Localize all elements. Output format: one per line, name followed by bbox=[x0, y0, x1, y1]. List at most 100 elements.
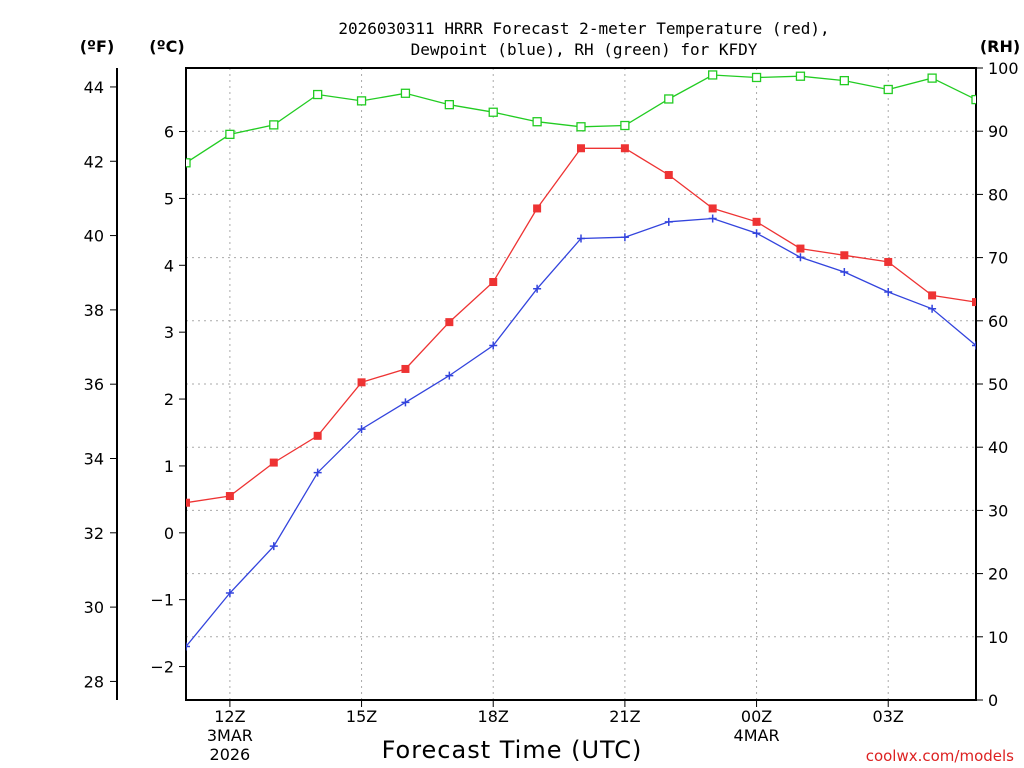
temperature-point bbox=[533, 204, 542, 213]
rh-tick-label: 60 bbox=[988, 312, 1008, 331]
fahrenheit-tick-label: 30 bbox=[84, 598, 104, 617]
rh-point bbox=[400, 88, 411, 98]
celsius-tick-label: 1 bbox=[164, 457, 174, 476]
rh-unit-label: (RH) bbox=[980, 37, 1020, 56]
rh-point bbox=[664, 94, 674, 104]
temperature-point bbox=[445, 318, 454, 327]
rh-tick-label: 100 bbox=[988, 59, 1019, 78]
x-axis-title: Forecast Time (UTC) bbox=[382, 736, 643, 764]
rh-point bbox=[751, 72, 762, 83]
temperature-point bbox=[489, 278, 498, 287]
temperature-point bbox=[225, 492, 234, 501]
rh-tick-label: 50 bbox=[988, 375, 1008, 394]
rh-point bbox=[971, 94, 976, 105]
fahrenheit-tick-label: 40 bbox=[84, 227, 104, 246]
dewpoint-point bbox=[186, 642, 190, 651]
rh-point bbox=[927, 73, 937, 83]
rh-point bbox=[356, 96, 367, 106]
x-tick-label: 18Z bbox=[478, 707, 509, 726]
dewpoint-point bbox=[313, 468, 322, 477]
x-tick-label: 03Z bbox=[873, 707, 904, 726]
dewpoint-point bbox=[401, 398, 410, 407]
dewpoint-point bbox=[225, 588, 234, 597]
data-series bbox=[186, 70, 976, 651]
celsius-tick-label: −1 bbox=[150, 591, 174, 610]
rh-tick-label: 0 bbox=[988, 691, 998, 710]
x-tick-label: 15Z bbox=[346, 707, 377, 726]
celsius-tick-label: −2 bbox=[150, 658, 174, 677]
celsius-tick-label: 5 bbox=[164, 189, 174, 208]
fahrenheit-tick-label: 34 bbox=[84, 449, 104, 468]
dewpoint-point bbox=[972, 341, 976, 350]
temperature-point bbox=[577, 144, 585, 153]
rh-tick-label: 70 bbox=[988, 249, 1008, 268]
dewpoint-point bbox=[664, 217, 673, 226]
dewpoint-point bbox=[620, 233, 629, 242]
fahrenheit-tick-label: 38 bbox=[84, 301, 104, 320]
x-tick-date-label: 4MAR bbox=[734, 726, 780, 745]
dewpoint-point bbox=[357, 425, 366, 434]
dewpoint-point bbox=[577, 234, 585, 243]
temperature-point bbox=[401, 364, 410, 373]
chart-title-line1: 2026030311 HRRR Forecast 2-meter Tempera… bbox=[338, 19, 829, 38]
dewpoint-point bbox=[269, 542, 278, 551]
x-tick-label: 00Z bbox=[741, 707, 772, 726]
rh-point bbox=[795, 71, 806, 81]
rh-point bbox=[883, 84, 893, 95]
credit-text[interactable]: coolwx.com/models bbox=[866, 747, 1014, 765]
dewpoint-point bbox=[445, 371, 454, 380]
temperature-point bbox=[269, 458, 278, 467]
temperature-point bbox=[186, 498, 190, 507]
x-tick-date-label: 3MAR bbox=[207, 726, 253, 745]
dewpoint-point bbox=[928, 304, 937, 313]
celsius-tick-label: 0 bbox=[164, 524, 174, 543]
dewpoint-point bbox=[752, 229, 761, 238]
celsius-tick-label: 2 bbox=[164, 390, 174, 409]
rh-tick-label: 80 bbox=[988, 185, 1008, 204]
rh-tick-label: 20 bbox=[988, 565, 1008, 584]
x-tick-label: 12Z bbox=[214, 707, 245, 726]
temperature-point bbox=[664, 171, 673, 180]
plot-frame bbox=[185, 67, 977, 701]
rh-point bbox=[313, 89, 323, 100]
rh-tick-label: 90 bbox=[988, 122, 1008, 141]
dewpoint-point bbox=[708, 214, 717, 223]
rh-point bbox=[186, 158, 191, 168]
rh-point bbox=[620, 120, 630, 131]
celsius-tick-label: 4 bbox=[164, 256, 174, 275]
rh-point bbox=[269, 120, 279, 130]
temperature-point bbox=[840, 251, 849, 260]
fahrenheit-unit-label: (ºF) bbox=[80, 37, 115, 56]
dewpoint-point bbox=[840, 267, 849, 276]
rh-point bbox=[576, 122, 586, 132]
temperature-point bbox=[928, 291, 937, 300]
temperature-point bbox=[313, 431, 322, 440]
celsius-unit-label: (ºC) bbox=[149, 37, 184, 56]
rh-point bbox=[532, 117, 542, 127]
grid-lines bbox=[186, 68, 976, 700]
temperature-point bbox=[796, 244, 805, 253]
celsius-tick-label: 3 bbox=[164, 323, 174, 342]
dewpoint-line bbox=[186, 217, 976, 647]
fahrenheit-tick-label: 42 bbox=[84, 152, 104, 171]
rh-tick-label: 10 bbox=[988, 628, 1008, 647]
dewpoint-point bbox=[796, 253, 805, 262]
temperature-point bbox=[752, 217, 761, 226]
temperature-line bbox=[186, 147, 976, 504]
rh-tick-label: 30 bbox=[988, 501, 1008, 520]
chart-title-line2: Dewpoint (blue), RH (green) for KFDY bbox=[411, 40, 758, 59]
dewpoint-point bbox=[489, 341, 498, 350]
temperature-point bbox=[357, 378, 366, 387]
fahrenheit-tick-label: 28 bbox=[84, 672, 104, 691]
x-tick-year-label: 2026 bbox=[210, 745, 251, 764]
rh-point bbox=[225, 129, 235, 140]
rh-point bbox=[708, 70, 718, 80]
celsius-tick-label: 6 bbox=[164, 123, 174, 142]
fahrenheit-tick-label: 44 bbox=[84, 78, 104, 97]
x-tick-label: 21Z bbox=[609, 707, 640, 726]
rh-tick-label: 40 bbox=[988, 438, 1008, 457]
rh-point bbox=[839, 75, 849, 86]
rh-point bbox=[444, 100, 454, 110]
